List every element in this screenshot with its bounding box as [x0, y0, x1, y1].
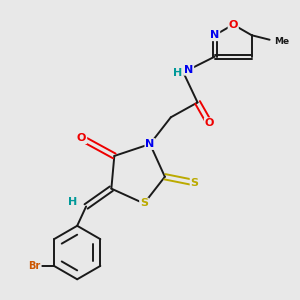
Text: Br: Br [28, 261, 41, 271]
Text: O: O [77, 133, 86, 143]
Text: N: N [210, 30, 219, 40]
Text: O: O [229, 20, 238, 30]
Text: S: S [140, 199, 148, 208]
Text: Me: Me [274, 37, 289, 46]
Text: N: N [184, 65, 193, 75]
Text: N: N [146, 139, 154, 149]
Text: H: H [68, 197, 77, 207]
Text: S: S [190, 178, 199, 188]
Text: O: O [205, 118, 214, 128]
Text: H: H [173, 68, 182, 78]
